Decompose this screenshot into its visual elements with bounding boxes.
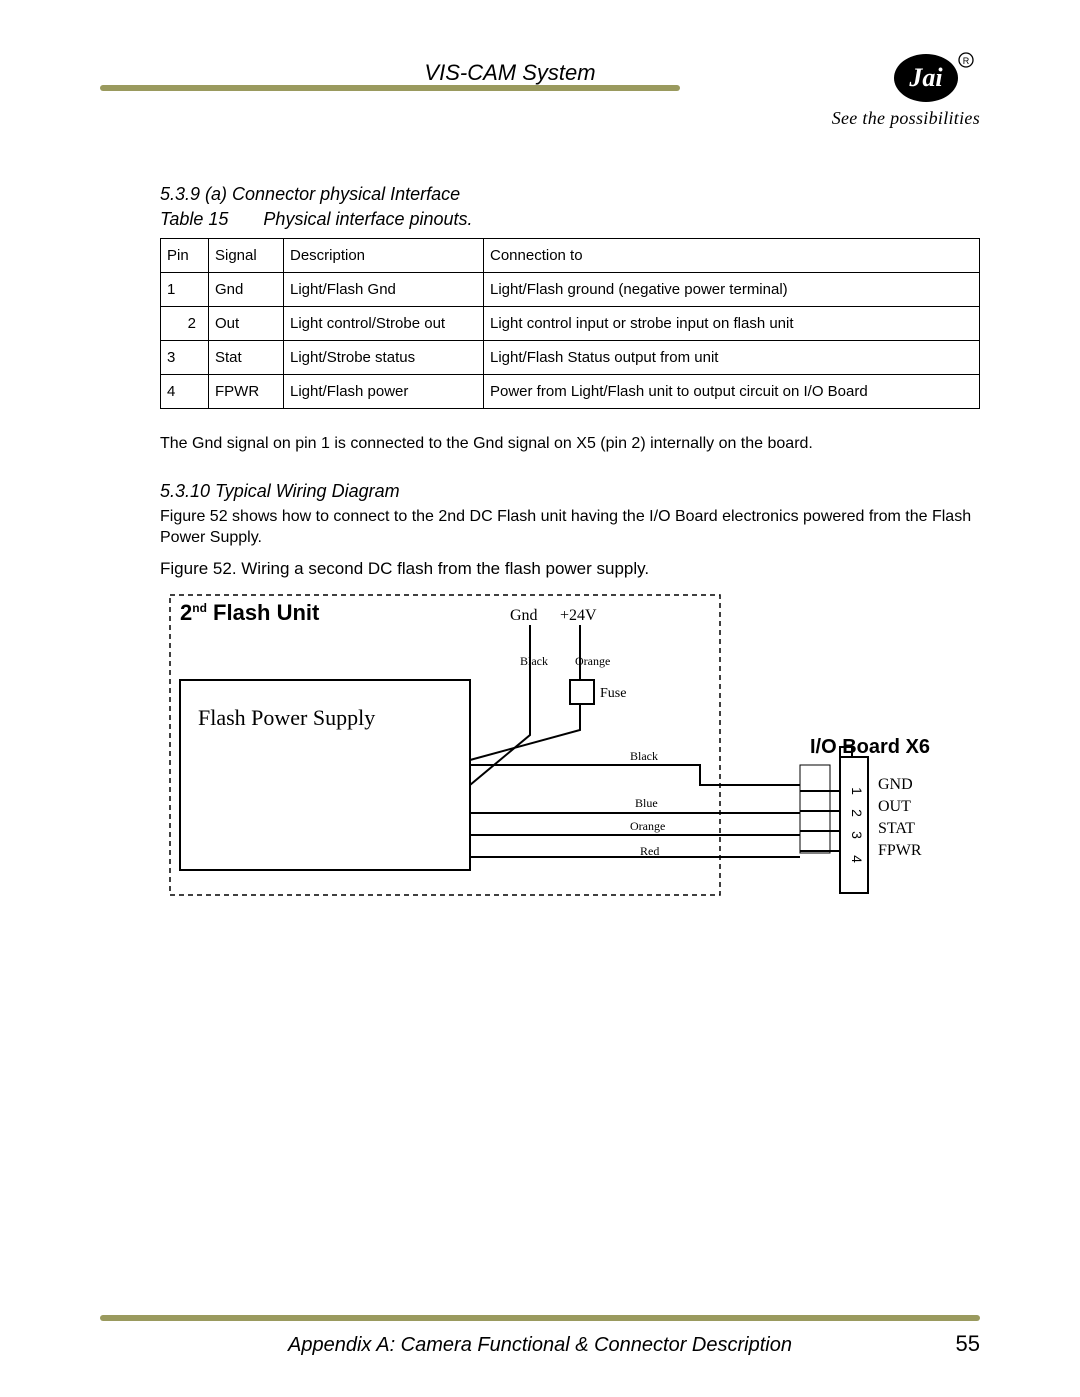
cell-desc: Light/Flash Gnd: [284, 273, 484, 307]
wiring-body: Figure 52 shows how to connect to the 2n…: [160, 506, 980, 549]
table-row: 1GndLight/Flash GndLight/Flash ground (n…: [161, 273, 980, 307]
svg-text:2nd Flash Unit: 2nd Flash Unit: [180, 600, 320, 625]
svg-text:Flash Power Supply: Flash Power Supply: [198, 705, 375, 730]
svg-text:Orange: Orange: [630, 819, 665, 833]
logo-block: Jai R See the possibilities: [832, 50, 980, 129]
cell-conn: Power from Light/Flash unit to output ci…: [484, 375, 980, 409]
page-footer: Appendix A: Camera Functional & Connecto…: [100, 1315, 980, 1357]
gnd-note: The Gnd signal on pin 1 is connected to …: [160, 433, 980, 455]
table-title: Physical interface pinouts.: [263, 209, 472, 229]
table-header-row: Pin Signal Description Connection to: [161, 239, 980, 273]
section-heading-connector: 5.3.9 (a) Connector physical Interface: [160, 184, 980, 205]
cell-signal: FPWR: [209, 375, 284, 409]
cell-desc: Light/Flash power: [284, 375, 484, 409]
pinout-tbody: 1GndLight/Flash GndLight/Flash ground (n…: [161, 273, 980, 409]
svg-text:3: 3: [849, 831, 865, 839]
figure-caption: Figure 52. Wiring a second DC flash from…: [160, 559, 980, 579]
cell-signal: Out: [209, 307, 284, 341]
footer-text: Appendix A: Camera Functional & Connecto…: [140, 1334, 940, 1357]
svg-text:GND: GND: [878, 776, 913, 793]
svg-text:OUT: OUT: [878, 798, 911, 815]
cell-conn: Light/Flash Status output from unit: [484, 341, 980, 375]
cell-pin: 2: [161, 307, 209, 341]
section-heading-wiring: 5.3.10 Typical Wiring Diagram: [160, 481, 980, 502]
table-number: Table 15: [160, 209, 228, 229]
cell-conn: Light/Flash ground (negative power termi…: [484, 273, 980, 307]
svg-text:FPWR: FPWR: [878, 842, 922, 859]
cell-pin: 4: [161, 375, 209, 409]
cell-signal: Gnd: [209, 273, 284, 307]
svg-text:Red: Red: [640, 844, 659, 858]
svg-text:STAT: STAT: [878, 820, 915, 837]
svg-text:Black: Black: [520, 654, 548, 668]
table-row: 3StatLight/Strobe statusLight/Flash Stat…: [161, 341, 980, 375]
col-desc: Description: [284, 239, 484, 273]
table-row: 4FPWRLight/Flash powerPower from Light/F…: [161, 375, 980, 409]
svg-text:Blue: Blue: [635, 796, 658, 810]
cell-signal: Stat: [209, 341, 284, 375]
table-row: 2OutLight control/Strobe outLight contro…: [161, 307, 980, 341]
logo-tagline: See the possibilities: [832, 108, 980, 129]
svg-text:1: 1: [849, 787, 865, 795]
cell-desc: Light/Strobe status: [284, 341, 484, 375]
pinout-table: Pin Signal Description Connection to 1Gn…: [160, 238, 980, 409]
svg-text:Gnd: Gnd: [510, 607, 538, 624]
header-rule: [100, 85, 680, 91]
svg-text:R: R: [963, 56, 970, 66]
col-conn: Connection to: [484, 239, 980, 273]
cell-conn: Light control input or strobe input on f…: [484, 307, 980, 341]
cell-pin: 1: [161, 273, 209, 307]
svg-text:Black: Black: [630, 749, 658, 763]
content-area: 5.3.9 (a) Connector physical Interface T…: [100, 184, 980, 920]
page-number: 55: [940, 1331, 980, 1357]
col-signal: Signal: [209, 239, 284, 273]
svg-text:Fuse: Fuse: [600, 686, 626, 701]
logo-text: Jai: [908, 63, 943, 92]
cell-pin: 3: [161, 341, 209, 375]
wiring-diagram: 2nd Flash Unit Flash Power Supply Gnd +24V B…: [160, 585, 980, 920]
svg-text:2: 2: [849, 809, 865, 817]
col-pin: Pin: [161, 239, 209, 273]
svg-text:+24V: +24V: [560, 607, 597, 624]
cell-desc: Light control/Strobe out: [284, 307, 484, 341]
footer-rule: [100, 1315, 980, 1321]
table-caption: Table 15 Physical interface pinouts.: [160, 209, 980, 230]
svg-text:4: 4: [849, 855, 865, 863]
jai-logo-icon: Jai R: [888, 50, 980, 104]
svg-text:I/O Board X6: I/O Board X6: [810, 736, 930, 758]
